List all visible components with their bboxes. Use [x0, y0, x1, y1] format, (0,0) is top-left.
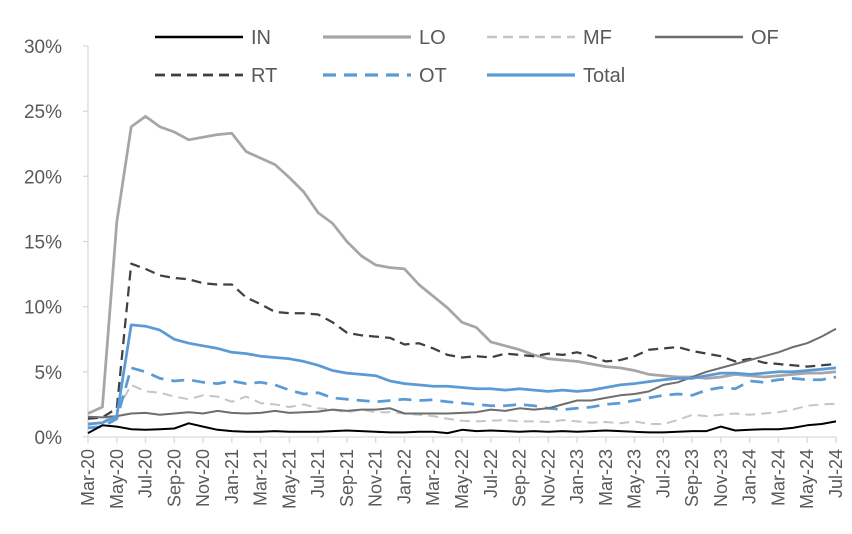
- legend-item-OT: OT: [323, 65, 447, 87]
- x-tick-label: Nov-22: [538, 449, 558, 507]
- series-line-IN: [87, 420, 837, 435]
- x-tick-label: May-21: [279, 449, 299, 509]
- x-tick-label: May-24: [797, 449, 817, 509]
- legend-label-MF: MF: [583, 27, 612, 49]
- legend-item-OF: OF: [655, 27, 779, 49]
- x-tick-label: Jul-20: [136, 449, 156, 498]
- series-line-LO: [87, 115, 837, 415]
- x-tick-label: May-22: [452, 449, 472, 509]
- x-tick-label: Mar-24: [768, 449, 788, 506]
- x-tick-label: Nov-23: [711, 449, 731, 507]
- x-tick-label: Jan-22: [394, 449, 414, 504]
- series-line-RT: [87, 262, 837, 420]
- x-tick-label: Nov-20: [193, 449, 213, 507]
- legend-label-OT: OT: [419, 65, 447, 87]
- x-tick-label: Mar-22: [423, 449, 443, 506]
- y-tick-label: 25%: [24, 102, 62, 123]
- x-tick-label: Sep-20: [164, 449, 184, 507]
- y-tick-label: 15%: [24, 233, 62, 254]
- y-tick-label: 0%: [35, 428, 63, 449]
- legend-item-MF: MF: [487, 27, 612, 49]
- legend-item-IN: IN: [155, 27, 271, 49]
- x-tick-label: Jul-24: [826, 449, 846, 498]
- x-tick-label: Jan-21: [222, 449, 242, 504]
- series-line-Total: [87, 323, 837, 426]
- x-tick-label: Mar-21: [251, 449, 271, 506]
- y-tick-label: 10%: [24, 298, 62, 319]
- legend-label-OF: OF: [751, 27, 779, 49]
- x-tick-label: Sep-21: [337, 449, 357, 507]
- x-tick-label: Jan-24: [740, 449, 760, 504]
- legend-label-LO: LO: [419, 27, 446, 49]
- y-tick-label: 30%: [24, 37, 62, 58]
- x-tick-label: Mar-20: [78, 449, 98, 506]
- y-tick-label: 5%: [35, 363, 63, 384]
- x-tick-label: Sep-23: [682, 449, 702, 507]
- legend-item-RT: RT: [155, 65, 277, 87]
- x-tick-label: Jul-22: [481, 449, 501, 498]
- x-tick-label: May-23: [625, 449, 645, 509]
- series-line-MF: [87, 383, 837, 427]
- series-line-OF: [87, 327, 837, 419]
- legend-item-LO: LO: [323, 27, 446, 49]
- x-tick-label: Mar-23: [596, 449, 616, 506]
- x-tick-label: Jul-23: [653, 449, 673, 498]
- x-tick-label: May-20: [107, 449, 127, 509]
- legend-label-Total: Total: [583, 65, 625, 87]
- legend-label-RT: RT: [251, 65, 277, 87]
- x-tick-label: Sep-22: [510, 449, 530, 507]
- legend-item-Total: Total: [487, 65, 625, 87]
- y-tick-label: 20%: [24, 167, 62, 188]
- legend-label-IN: IN: [251, 27, 271, 49]
- x-tick-label: Jan-23: [567, 449, 587, 504]
- x-tick-label: Nov-21: [366, 449, 386, 507]
- series-line-OT: [87, 366, 837, 430]
- x-tick-label: Jul-21: [308, 449, 328, 498]
